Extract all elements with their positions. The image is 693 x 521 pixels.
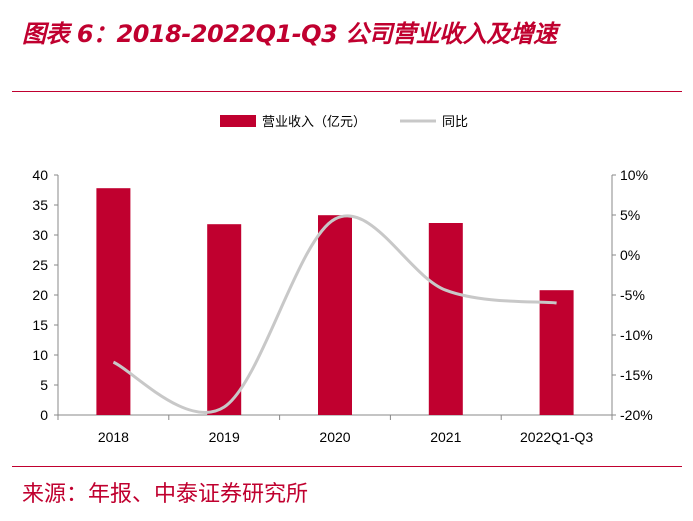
right-tick-label: -5% — [620, 287, 645, 303]
bar — [428, 223, 463, 415]
left-tick-label: 10 — [32, 347, 48, 363]
source-note: 来源：年报、中泰证券研究所 — [22, 482, 309, 507]
left-tick-label: 15 — [32, 317, 48, 333]
left-tick-label: 35 — [32, 197, 48, 213]
x-tick-label: 2020 — [319, 429, 350, 445]
legend-bar-swatch — [220, 115, 256, 127]
right-tick-label: -20% — [620, 407, 653, 423]
legend-line-label: 同比 — [442, 114, 468, 129]
right-tick-label: 5% — [620, 207, 640, 223]
bar — [96, 188, 131, 415]
bar — [539, 290, 574, 415]
left-tick-label: 0 — [40, 407, 48, 423]
right-tick-label: -15% — [620, 367, 653, 383]
x-tick-label: 2022Q1-Q3 — [520, 429, 593, 445]
growth-line — [112, 214, 557, 414]
right-tick-label: 0% — [620, 247, 640, 263]
source-divider — [12, 466, 682, 467]
right-tick-label: -10% — [620, 327, 653, 343]
legend-bar-label: 营业收入（亿元） — [262, 114, 366, 129]
x-tick-label: 2018 — [98, 429, 129, 445]
left-tick-label: 30 — [32, 227, 48, 243]
left-tick-label: 25 — [32, 257, 48, 273]
chart-title: 图表 6：2018-2022Q1-Q3 公司营业收入及增速 — [22, 20, 557, 48]
bar — [207, 224, 242, 415]
left-tick-label: 5 — [40, 377, 48, 393]
left-tick-label: 40 — [32, 167, 48, 183]
x-tick-label: 2019 — [209, 429, 240, 445]
left-tick-label: 20 — [32, 287, 48, 303]
bar — [318, 215, 352, 415]
title-divider — [12, 91, 682, 92]
right-tick-label: 10% — [620, 167, 648, 183]
x-tick-label: 2021 — [430, 429, 461, 445]
